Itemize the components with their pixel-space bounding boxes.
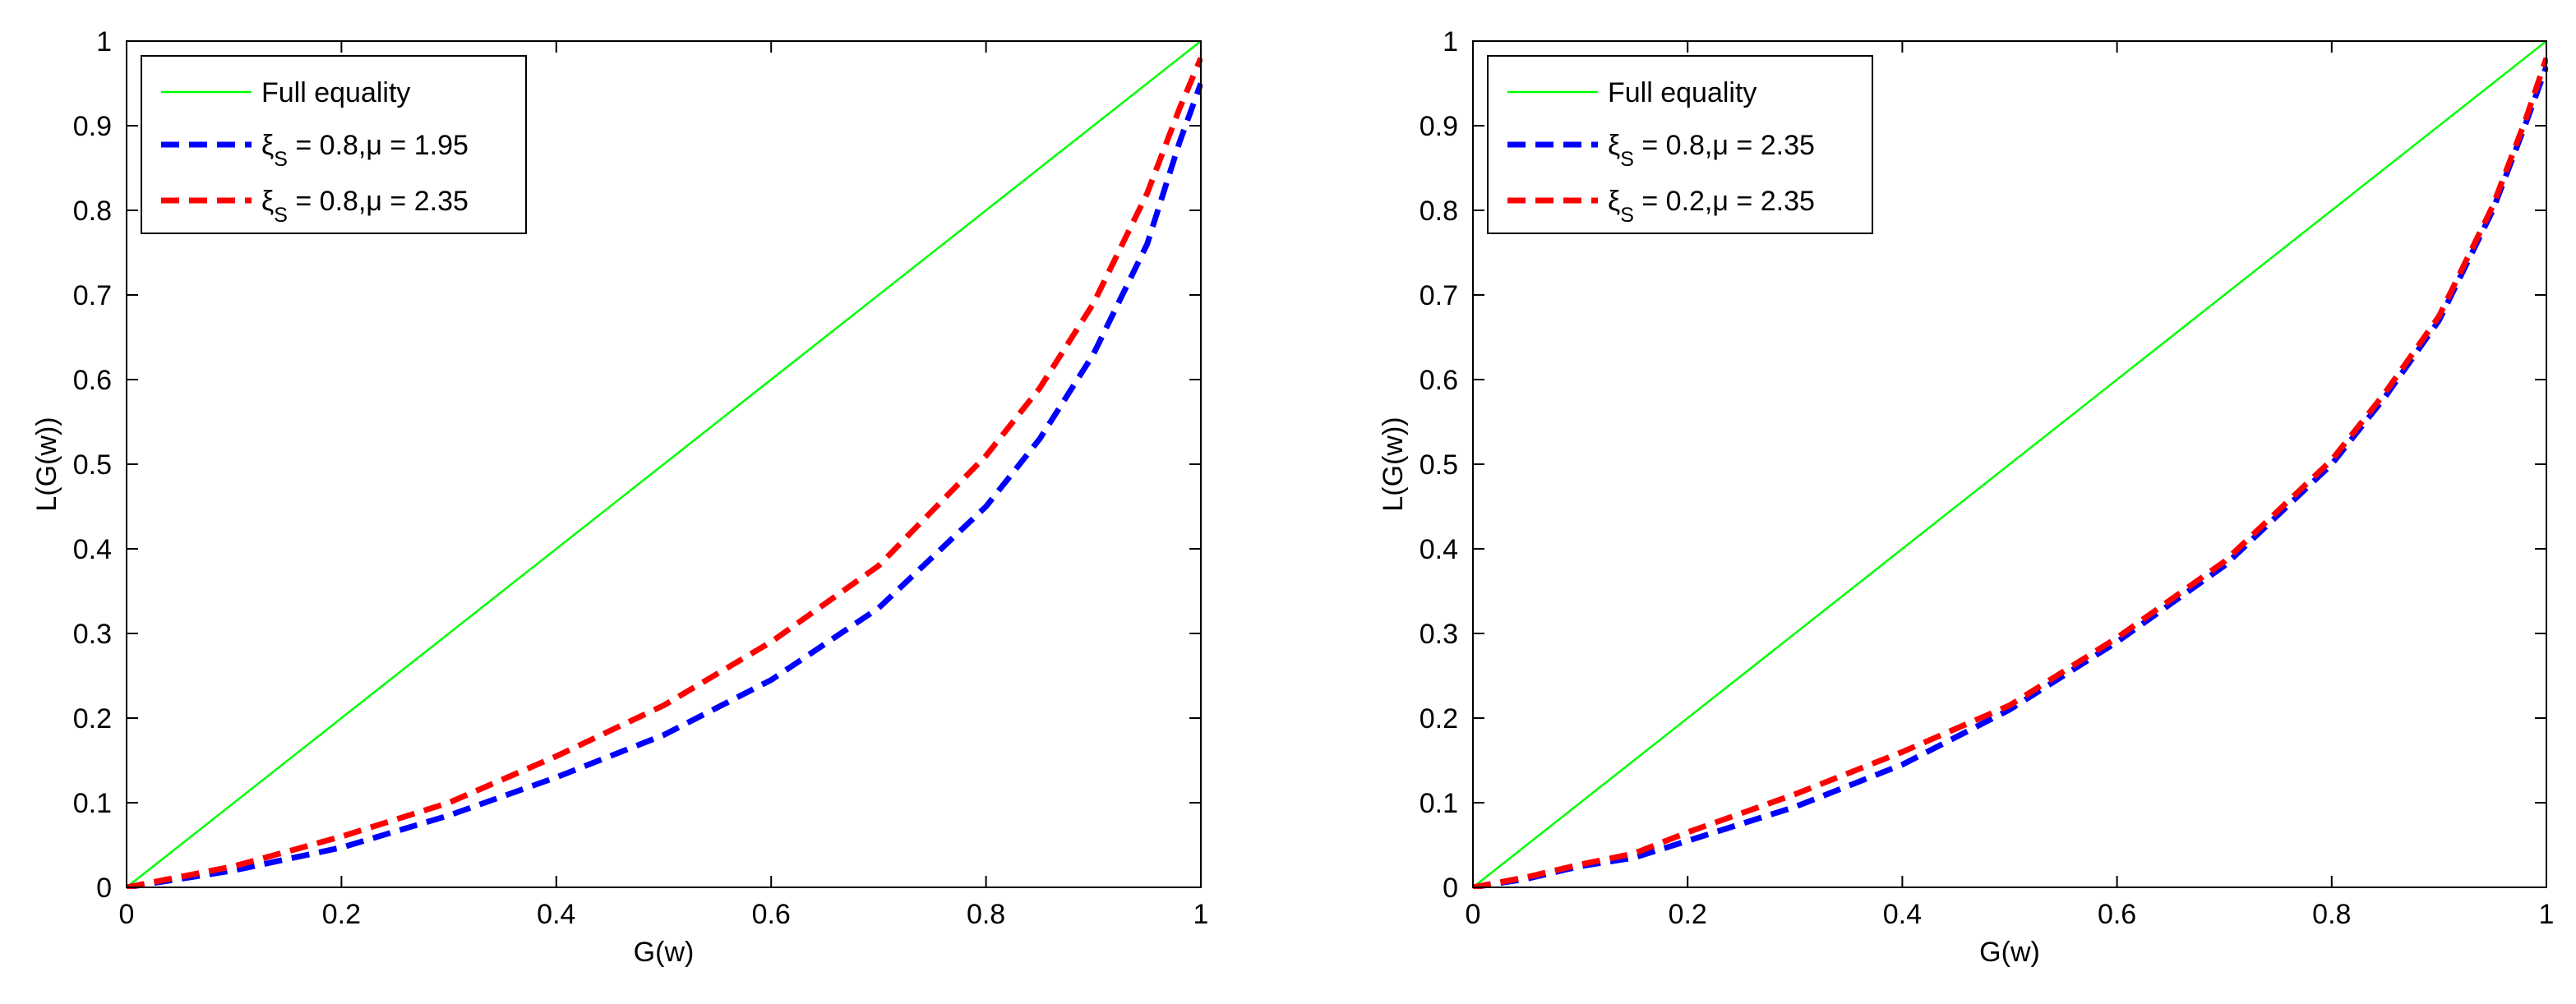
x-tick-label: 0.2 [322,899,361,930]
legend-label-1: Full equality [261,77,410,108]
y-tick-label: 0.4 [1420,534,1458,565]
y-tick-label: 0.2 [73,703,112,735]
legend-label-1: Full equality [1608,77,1757,108]
y-tick-label: 0.7 [73,280,112,311]
legend-subscript: S [1620,204,1634,227]
y-axis-label: L(G(w)) [1378,417,1409,511]
x-tick-label: 0.4 [537,899,575,930]
chart-panel-2: 0 0.2 0.4 0.6 0.8 1 0 0.1 0.2 0.3 0.4 0.5 0.6 0.7 0.8 0… [1378,26,2554,968]
legend-params: = 0.8,μ = 2.35 [1634,130,1815,161]
legend-xi: ξ [261,186,274,217]
series-line-2 [126,82,1203,889]
legend-subscript: S [274,148,288,171]
y-tick-label: 0.3 [1420,619,1458,650]
legend-subscript: S [1620,148,1634,171]
y-tick-label: 0.4 [73,534,112,565]
y-tick-label: 0.3 [73,619,112,650]
legend-xi: ξ [1608,186,1620,217]
legend-label-2: ξS = 0.8,μ = 2.35 [1608,130,1815,171]
y-tick-label: 0.6 [1420,365,1458,396]
y-tick-label: 0.9 [73,111,112,142]
x-tick-label: 0.8 [2312,899,2351,930]
x-tick-label: 0.2 [1669,899,1707,930]
x-tick-label: 0.6 [2098,899,2136,930]
x-tick-label: 0.6 [752,899,791,930]
y-tick-label: 0.5 [1420,449,1458,481]
legend-label-3: ξS = 0.2,μ = 2.35 [1608,186,1815,227]
legend-xi: ξ [261,130,274,161]
legend-label-3: ξS = 0.8,μ = 2.35 [261,186,469,227]
legend-box [141,55,527,234]
legend-params: = 0.8,μ = 1.95 [288,130,469,161]
y-tick-label: 1 [96,26,112,58]
y-tick-label: 0.1 [1420,788,1458,819]
y-tick-label: 0.8 [1420,196,1458,227]
y-tick-label: 0 [1443,873,1458,904]
x-tick-label: 0.8 [967,899,1005,930]
y-tick-label: 0.6 [73,365,112,396]
y-tick-label: 0.1 [73,788,112,819]
y-axis-label: L(G(w)) [31,417,62,511]
series-line-3 [126,57,1203,889]
y-tick-label: 0 [96,873,112,904]
x-tick-label: 1 [1193,899,1209,930]
series-line-3 [1472,57,2548,889]
x-tick-label: 0 [1466,899,1481,930]
legend-params: = 0.2,μ = 2.35 [1634,186,1815,217]
legend-xi: ξ [1608,130,1620,161]
legend-subscript: S [274,204,288,227]
legend-params: = 0.8,μ = 2.35 [288,186,469,217]
y-tick-label: 1 [1443,26,1458,58]
x-tick-label: 1 [2539,899,2555,930]
series-line-1 [126,40,1202,888]
legend-label-2: ξS = 0.8,μ = 1.95 [261,130,469,171]
x-tick-label: 0.4 [1883,899,1922,930]
y-tick-label: 0.7 [1420,280,1458,311]
chart-panel-1: 0 0.2 0.4 0.6 0.8 1 0 0.1 0.2 0.3 0.4 0.5 0.6 0.7 0.8 0… [31,26,1208,968]
x-tick-label: 0 [119,899,135,930]
y-tick-label: 0.8 [73,196,112,227]
x-axis-label: G(w) [634,937,695,968]
y-tick-label: 0.5 [73,449,112,481]
y-tick-label: 0.9 [1420,111,1458,142]
series-line-1 [1472,40,2547,888]
x-axis-label: G(w) [1979,937,2040,968]
y-tick-label: 0.2 [1420,703,1458,735]
